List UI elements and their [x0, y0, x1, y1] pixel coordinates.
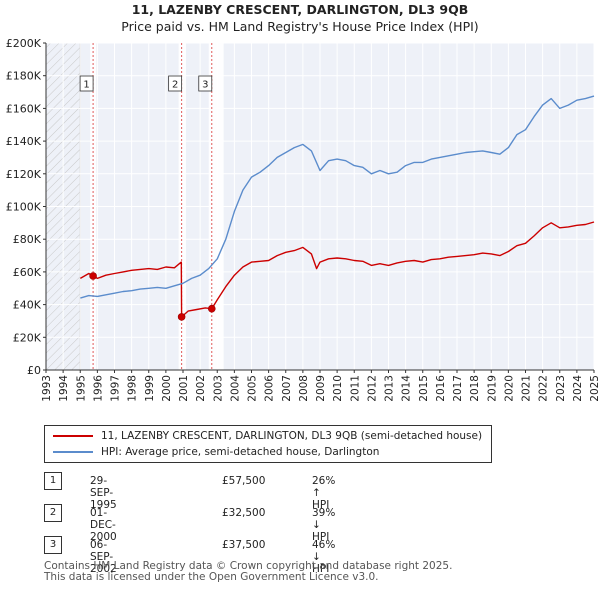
x-tick-label: 2008	[298, 375, 310, 402]
x-tick-label: 1996	[92, 375, 104, 402]
legend-swatch-hpi	[53, 451, 93, 453]
x-tick-label: 2005	[247, 375, 259, 402]
footer-line-1: Contains HM Land Registry data © Crown c…	[44, 560, 453, 572]
x-tick-label: 2012	[366, 375, 378, 402]
x-tick-label: 2014	[401, 375, 413, 402]
legend-entry-property: 11, LAZENBY CRESCENT, DARLINGTON, DL3 9Q…	[53, 428, 482, 444]
y-tick-label: £160K	[6, 102, 42, 115]
series-line-hpi	[80, 95, 595, 299]
y-tick-label: £100K	[6, 201, 42, 214]
sale-marker-label: 1	[83, 80, 89, 91]
sale-marker-box	[198, 75, 213, 92]
x-tick-label: 2011	[349, 375, 361, 402]
legend-label-property: 11, LAZENBY CRESCENT, DARLINGTON, DL3 9Q…	[101, 430, 483, 442]
x-tick-label: 2018	[469, 375, 481, 402]
x-tick-label: 2010	[332, 375, 344, 402]
x-tick-label: 2004	[229, 375, 241, 402]
sale-marker-box	[168, 75, 183, 92]
x-tick-label: 2006	[264, 375, 276, 402]
y-tick-label: £80K	[13, 233, 42, 246]
sale-number: 3	[44, 536, 62, 554]
x-tick-label: 2015	[418, 375, 430, 402]
y-tick-label: £40K	[13, 299, 42, 312]
chart-legend: 11, LAZENBY CRESCENT, DARLINGTON, DL3 9Q…	[44, 425, 492, 463]
sale-date: 29-SEP-1995	[90, 475, 117, 511]
y-tick-label: £20K	[13, 331, 42, 344]
x-tick-label: 1994	[58, 375, 70, 402]
sale-point	[177, 313, 186, 321]
sale-hpi-change: 46% ↓ HPI	[312, 539, 336, 575]
sale-point	[89, 272, 97, 280]
chart-subtitle: Price paid vs. HM Land Registry's House …	[121, 19, 479, 34]
x-tick-label: 2017	[452, 375, 464, 402]
y-tick-label: £0	[27, 364, 41, 377]
x-tick-label: 1997	[110, 375, 122, 402]
x-tick-label: 1993	[41, 375, 53, 402]
x-tick-label: 2009	[315, 375, 327, 402]
x-tick-label: 2007	[281, 375, 293, 402]
sale-date: 06-SEP-2002	[90, 539, 117, 575]
x-tick-label: 2013	[384, 375, 396, 402]
x-tick-label: 2021	[521, 375, 533, 402]
x-tick-label: 2025	[589, 375, 600, 402]
sale-marker-box	[79, 75, 94, 92]
sale-price: £57,500	[222, 475, 266, 487]
sale-hpi-change: 39% ↓ HPI	[312, 507, 336, 543]
y-tick-label: £60K	[13, 266, 42, 279]
x-tick-label: 1998	[127, 375, 139, 402]
x-tick-label: 1999	[144, 375, 156, 402]
x-tick-label: 2003	[212, 375, 224, 402]
x-tick-label: 2002	[195, 375, 207, 402]
legend-entry-hpi: HPI: Average price, semi-detached house,…	[53, 444, 379, 460]
price-chart: 1 2 3 £0 £20K £40K £60K £80K £100K £120K £140K £160…	[6, 37, 600, 402]
x-tick-label: 2016	[435, 375, 447, 402]
series-line-property	[79, 221, 595, 318]
sale-price: £32,500	[222, 507, 266, 519]
y-tick-label: £200K	[6, 37, 42, 50]
sale-number: 1	[44, 472, 62, 490]
y-tick-label: £180K	[6, 70, 42, 83]
x-tick-label: 2000	[161, 375, 173, 402]
sale-point	[207, 304, 216, 313]
x-tick-label: 2001	[178, 375, 190, 402]
footer-copyright: Contains HM Land Registry data © Crown c…	[44, 561, 452, 583]
sale-date: 01-DEC-2000	[90, 507, 117, 543]
sale-hpi-change: 26% ↑ HPI	[312, 475, 336, 511]
sale-number: 2	[44, 504, 62, 522]
y-tick-label: £120K	[6, 168, 42, 181]
legend-label-hpi: HPI: Average price, semi-detached house,…	[101, 446, 380, 458]
legend-swatch-property	[53, 435, 93, 437]
sale-marker-label: 3	[202, 80, 208, 91]
chart-title: 11, LAZENBY CRESCENT, DARLINGTON, DL3 9Q…	[131, 2, 469, 17]
x-tick-label: 2020	[503, 375, 515, 402]
x-tick-label: 2022	[538, 375, 550, 402]
sale-marker-label: 2	[172, 80, 178, 91]
sale-price: £37,500	[222, 539, 266, 551]
x-tick-label: 2019	[486, 375, 498, 402]
x-tick-label: 1995	[75, 375, 87, 402]
footer-line-2: This data is licensed under the Open Gov…	[44, 571, 379, 583]
y-tick-label: £140K	[6, 135, 42, 148]
x-tick-label: 2024	[572, 375, 584, 402]
x-tick-label: 2023	[555, 375, 567, 402]
